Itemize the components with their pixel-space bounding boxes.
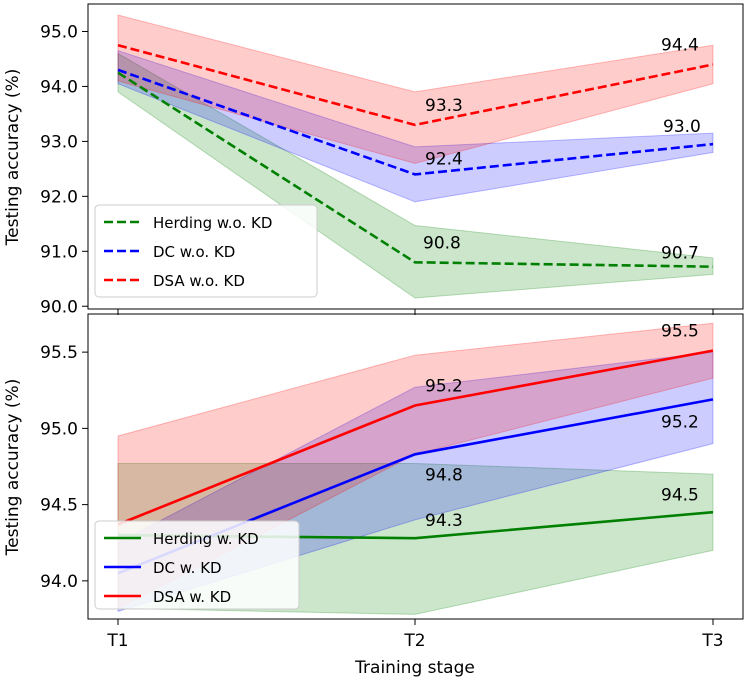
y-tick-label: 91.0	[40, 242, 78, 262]
data-label: 94.4	[661, 35, 699, 55]
data-label: 95.2	[661, 412, 699, 432]
top-data-labels: 90.8 90.7 92.4 93.0 93.3 94.4	[423, 35, 701, 263]
data-label: 90.8	[423, 233, 461, 253]
data-label: 90.7	[661, 244, 699, 264]
legend-box	[94, 520, 300, 610]
y-tick-label: 95.0	[40, 22, 78, 42]
band-dsa-w-o-kd	[117, 14, 714, 164]
data-label: 95.2	[425, 377, 463, 397]
band-dc-w-o-kd	[117, 50, 714, 203]
legend-entry: DC w.o. KD	[153, 243, 235, 261]
top-plot-frame	[87, 3, 744, 310]
y-tick-label: 93.0	[40, 132, 78, 152]
legend-entry: DSA w. KD	[153, 588, 231, 606]
legend-entry: DSA w.o. KD	[153, 272, 245, 290]
bottom-y-axis-label: Testing accuracy (%)	[3, 379, 23, 557]
top-y-axis-label: Testing accuracy (%)	[3, 69, 23, 247]
x-tick-label: T1	[106, 631, 128, 651]
bottom-x-ticks: T1 T2 T3	[106, 619, 724, 651]
bottom-legend: Herding w. KD DC w. KD DSA w. KD	[94, 520, 300, 610]
legend-entry: Herding w. KD	[153, 530, 259, 548]
legend-box	[94, 204, 318, 298]
bottom-subplot: 94.0 94.5 95.0 95.5 T1 T2 T3 94.3 94.5 94.8 95.2…	[3, 313, 744, 678]
top-legend: Herding w.o. KD DC w.o. KD DSA w.o. KD	[94, 204, 318, 298]
data-label: 92.4	[425, 149, 463, 169]
band-herding-w-o-kd	[117, 52, 714, 299]
x-tick-label: T2	[403, 631, 425, 651]
data-label: 95.5	[661, 322, 699, 342]
top-confidence-bands	[117, 14, 714, 299]
top-y-ticks: 90.0 91.0 92.0 93.0 94.0 95.0	[40, 22, 88, 317]
bottom-data-labels: 94.3 94.5 94.8 95.2 95.2 95.5	[425, 322, 699, 532]
line-dsa-w-o-kd	[117, 43, 714, 127]
line-dc-w-o-kd	[117, 68, 714, 176]
y-tick-label: 90.0	[40, 297, 78, 317]
y-tick-label: 95.5	[40, 343, 78, 363]
y-tick-label: 95.0	[40, 419, 78, 439]
data-label: 94.3	[425, 511, 463, 531]
y-tick-label: 92.0	[40, 187, 78, 207]
line-herding-w-o-kd	[117, 71, 714, 268]
x-axis-label: Training stage	[354, 658, 475, 678]
data-label: 93.3	[425, 96, 463, 116]
data-label: 94.5	[661, 485, 699, 505]
y-tick-label: 94.0	[40, 572, 78, 592]
data-label: 93.0	[663, 117, 701, 137]
top-series-lines	[117, 43, 714, 268]
x-tick-label: T3	[701, 631, 723, 651]
y-tick-label: 94.0	[40, 77, 78, 97]
top-subplot: 90.0 91.0 92.0 93.0 94.0 95.0 90.8 90.7 92.4 93.…	[3, 3, 744, 317]
legend-entry: DC w. KD	[153, 559, 222, 577]
legend-entry: Herding w.o. KD	[153, 214, 272, 232]
bottom-y-ticks: 94.0 94.5 95.0 95.5	[40, 343, 88, 592]
line-dsa-w-kd	[117, 349, 714, 526]
data-label: 94.8	[425, 465, 463, 485]
bottom-plot-frame	[87, 313, 744, 620]
y-tick-label: 94.5	[40, 496, 78, 516]
